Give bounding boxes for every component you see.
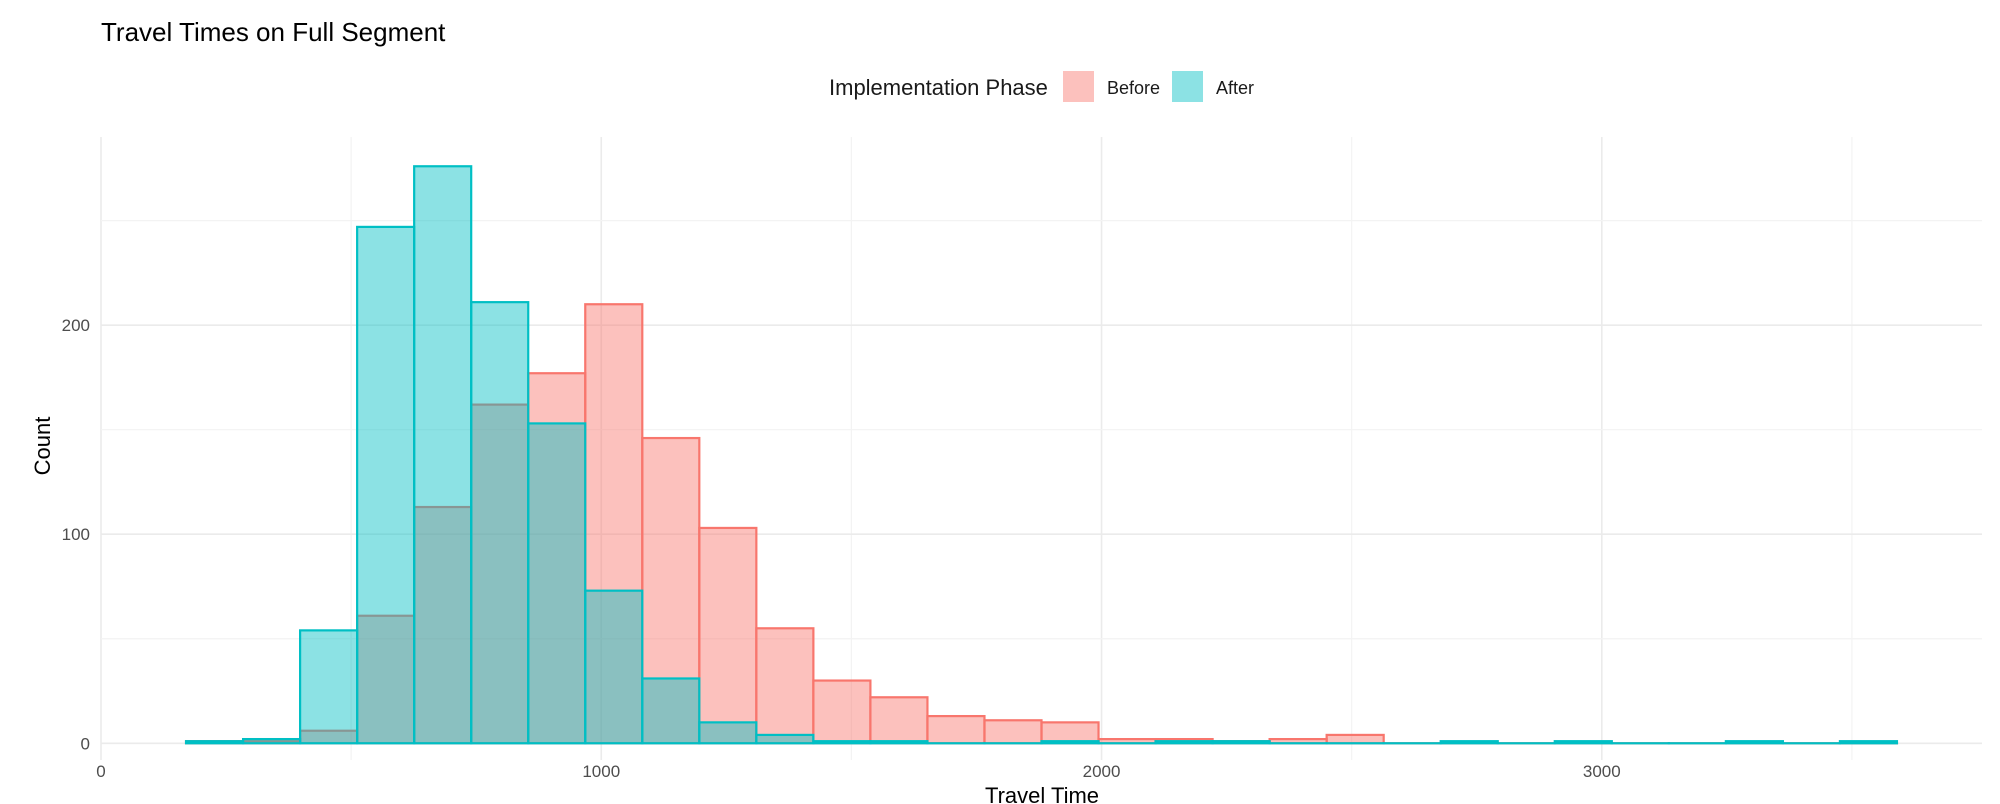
bar-after-29 [1838, 740, 1899, 745]
legend-label-after: After [1216, 78, 1254, 98]
bar-after-0 [184, 740, 245, 745]
x-tick-label: 2000 [1083, 762, 1121, 781]
bar-after-11 [812, 740, 872, 745]
bar-after-27 [1724, 740, 1784, 745]
bar-after-22 [1439, 740, 1499, 745]
y-axis-ticks: 0 100 200 [62, 316, 90, 753]
bar-after-24 [1553, 740, 1613, 745]
bar-after-5 [470, 301, 530, 745]
bar-after-1 [241, 737, 302, 745]
bar-after-2 [299, 629, 359, 745]
bar-after-10 [755, 733, 815, 745]
bar-after-6 [527, 422, 587, 745]
legend-title: Implementation Phase [829, 75, 1048, 100]
bar-after-12 [869, 740, 929, 745]
bar-after-8 [641, 677, 701, 745]
x-tick-label: 3000 [1583, 762, 1621, 781]
y-tick-label: 200 [62, 316, 90, 335]
bar-after-17 [1154, 740, 1214, 745]
bar-after-9 [698, 721, 758, 745]
series-after-bars [184, 165, 1899, 745]
bar-before-10 [755, 627, 815, 745]
chart-title: Travel Times on Full Segment [101, 17, 446, 47]
bar-before-14 [983, 719, 1043, 745]
x-axis-ticks: 0 1000 2000 3000 [96, 762, 1620, 781]
bar-before-9 [698, 526, 758, 745]
series-before-bars [184, 303, 1899, 745]
y-axis-title: Count [30, 417, 55, 476]
bar-after-15 [1040, 740, 1100, 745]
x-tick-label: 1000 [582, 762, 620, 781]
x-tick-label: 0 [96, 762, 105, 781]
bar-after-4 [413, 165, 473, 745]
y-tick-label: 100 [62, 525, 90, 544]
legend: Implementation Phase Before After [829, 71, 1254, 102]
x-axis-title: Travel Time [985, 783, 1099, 804]
legend-key-after [1172, 71, 1203, 102]
legend-key-before [1063, 71, 1094, 102]
bar-before-11 [812, 679, 872, 745]
bar-before-12 [869, 696, 929, 745]
legend-label-before: Before [1107, 78, 1160, 98]
bar-after-3 [356, 225, 416, 745]
bar-after-18 [1211, 740, 1271, 745]
y-tick-label: 0 [81, 734, 90, 753]
bar-before-13 [926, 714, 986, 745]
bar-before-20 [1325, 733, 1385, 745]
bar-after-7 [584, 589, 644, 745]
